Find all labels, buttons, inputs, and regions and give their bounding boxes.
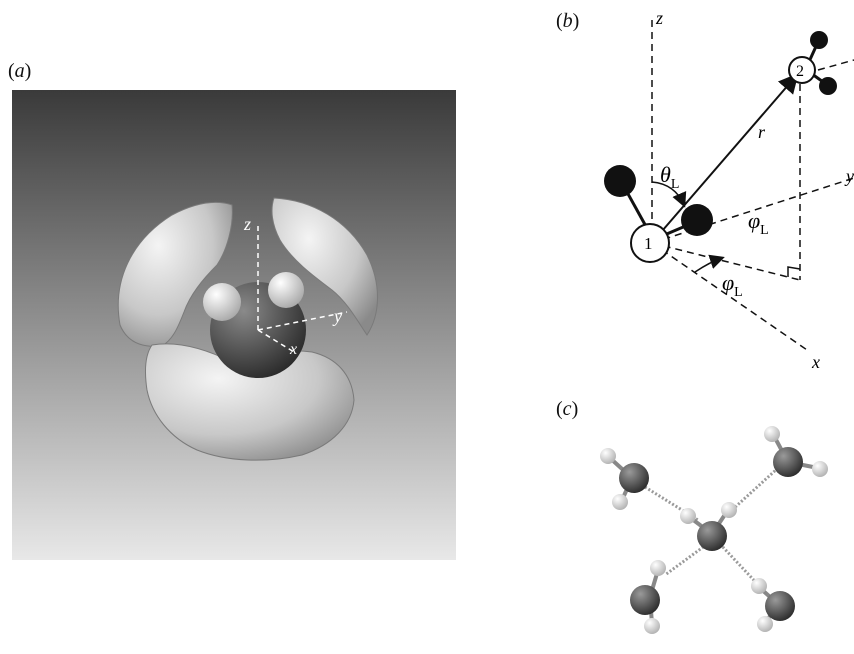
axis-z-label-b: z (655, 8, 663, 28)
phi-lower-symbol: φL (722, 270, 743, 300)
axis-extension-2 (817, 59, 854, 71)
coordinate-diagram: z y x r θL φL φL 1 (560, 0, 854, 390)
hydrogen-sphere-left (203, 283, 241, 321)
axis-y-line (257, 311, 348, 331)
isosurface-render: z y x (12, 90, 456, 560)
tl-hydrogen-a (600, 448, 616, 464)
phi-upper-symbol: φL (748, 208, 769, 238)
r-label: r (758, 122, 766, 142)
axis-y-label: y (332, 306, 342, 326)
molecule-2-circle (788, 56, 816, 84)
hbond-bottomright (718, 542, 767, 594)
bl-hydrogen-a (650, 560, 666, 576)
bl-hydrogen-b (644, 618, 660, 634)
coordinate-svg: z y x r θL φL φL 1 (604, 8, 854, 372)
isosurface-svg: z y x (12, 90, 456, 560)
theta-arc (651, 181, 687, 208)
right-angle-marker (787, 266, 801, 277)
phi-lower-sub: L (734, 285, 743, 300)
panel-a-label: (a) (8, 60, 31, 83)
theta-symbol: θL (660, 162, 679, 192)
tr-oxygen (773, 447, 803, 477)
axis-x-line (257, 329, 295, 353)
tr-hydrogen-b (812, 461, 828, 477)
br-oxygen (765, 591, 795, 621)
panel-c-label-text: (c) (556, 398, 579, 420)
center-hydrogen-b (721, 502, 737, 518)
projection-horizontal (651, 242, 801, 281)
tr-hydrogen-a (764, 426, 780, 442)
axis-y-label-b: y (844, 166, 854, 186)
r-vector (655, 72, 799, 239)
phi-upper-char: φ (748, 208, 760, 233)
theta-char: θ (660, 162, 671, 187)
phi-lower-char: φ (722, 270, 734, 295)
panel-b-label: (b) (556, 10, 579, 33)
tl-hydrogen-b (612, 494, 628, 510)
molecule-2-label: 2 (796, 63, 804, 80)
axis-x-label: x (289, 341, 297, 358)
axis-z-label: z (243, 214, 251, 234)
br-hydrogen-a (757, 616, 773, 632)
phi-arc (694, 254, 725, 273)
molecule-1-circle (630, 223, 670, 263)
hydrogen-2a (810, 31, 828, 49)
water-cluster-svg (600, 426, 828, 634)
panel-c-label: (c) (556, 398, 578, 421)
axis-x-line-b (651, 242, 811, 353)
water-cluster-render (560, 392, 854, 649)
hbond-topright (730, 466, 780, 512)
bl-oxygen (630, 585, 660, 615)
center-oxygen (697, 521, 727, 551)
molecule-1-label: 1 (644, 234, 653, 253)
hydrogen-1a (604, 165, 636, 197)
br-hydrogen-b (751, 578, 767, 594)
panel-a-label-text: (a) (8, 60, 32, 82)
shell-lobe-right (271, 197, 378, 336)
panel-b-label-text: (b) (556, 10, 580, 32)
center-hydrogen-a (680, 508, 696, 524)
tl-oxygen (619, 463, 649, 493)
phi-upper-sub: L (760, 223, 769, 238)
theta-sub: L (671, 177, 680, 192)
hydrogen-sphere-right (268, 272, 304, 308)
axis-x-label-b: x (811, 352, 820, 372)
hydrogen-1b (681, 204, 713, 236)
hydrogen-2b (819, 77, 837, 95)
